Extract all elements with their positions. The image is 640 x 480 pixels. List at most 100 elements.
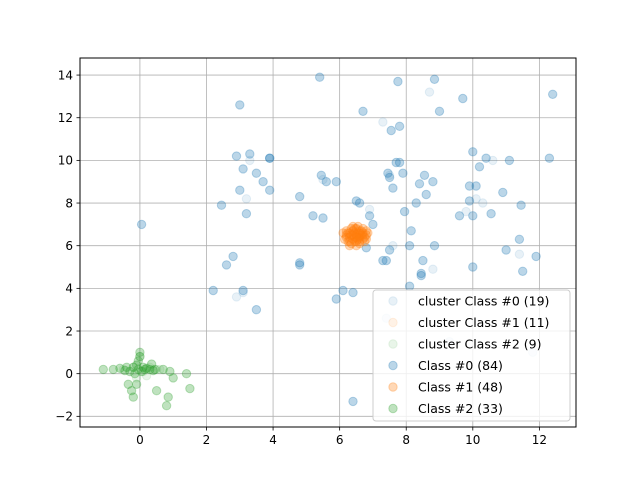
y-tick-label: 4 [65,282,73,296]
data-point [481,153,491,163]
data-point [344,236,355,247]
data-point [353,232,363,242]
data-point [516,200,526,210]
data-point [235,185,245,195]
data-point [265,153,275,163]
data-point [428,177,438,187]
x-tick-label: 6 [336,433,344,447]
data-point [348,396,358,407]
data-point [364,211,375,221]
data-point [384,170,395,181]
data-point [151,364,162,375]
data-point [464,181,475,191]
data-point [135,347,145,357]
data-point [146,359,157,369]
data-point [348,226,358,236]
data-point [295,191,305,202]
data-point [235,100,245,110]
data-point [368,219,378,230]
data-point [168,373,178,383]
data-point [145,364,155,375]
data-point [351,236,361,247]
data-point [140,364,150,375]
data-point [434,106,445,117]
data-point [341,226,351,236]
data-point [339,234,350,245]
data-point [354,236,365,247]
data-point [348,221,358,232]
data-point [354,230,365,240]
data-point [361,232,371,242]
data-point [216,200,227,210]
data-point [501,245,511,255]
data-point [388,183,398,193]
data-point [378,255,388,266]
legend-label: cluster Class #2 (9) [418,337,541,352]
data-point [321,177,331,187]
data-point [221,260,232,270]
data-point [348,230,358,240]
data-point [359,236,370,247]
data-point [358,228,368,238]
data-point [488,155,498,166]
data-point [354,228,365,238]
data-point [363,228,373,238]
data-point [131,360,142,370]
data-point [346,238,356,249]
data-point [394,157,405,168]
data-point [123,379,134,389]
data-point [348,234,358,245]
data-point [454,211,465,221]
data-point [356,230,366,240]
data-point [358,223,368,234]
legend-label: Class #2 (33) [418,401,503,416]
data-point [471,181,481,191]
data-point [531,251,541,262]
data-point [351,236,361,247]
data-point [518,266,528,276]
data-point [416,268,426,279]
data-point [138,366,148,377]
data-point [295,260,305,270]
data-point [341,230,351,240]
data-point [238,287,248,298]
data-point [354,226,365,236]
data-point [468,147,478,157]
legend-marker [388,317,398,328]
data-point [346,230,356,240]
data-point [141,371,152,381]
data-point [468,262,478,272]
data-point [393,76,403,87]
data-point [411,198,421,208]
data-point [228,251,238,262]
data-point [391,157,401,168]
data-point [136,219,147,230]
data-point [251,168,262,178]
data-point [118,364,129,375]
data-point [358,230,368,240]
data-point [498,187,508,198]
data-point [404,241,415,251]
data-point [351,230,361,240]
data-point [414,179,425,189]
legend-marker [388,360,398,371]
data-point [358,228,368,238]
data-point [341,232,351,242]
data-point [251,305,262,315]
data-point [504,155,515,166]
data-point [295,258,305,268]
data-point [361,230,371,240]
data-point [338,285,348,296]
y-tick-label: 14 [58,68,73,82]
data-point [381,255,391,266]
data-point [158,364,168,375]
data-point [356,226,366,236]
data-point [241,209,252,219]
data-point [398,168,408,178]
data-point [318,213,328,223]
data-point [135,351,145,362]
y-tick-label: 0 [65,367,73,381]
data-point [208,285,218,296]
data-point [514,234,525,245]
